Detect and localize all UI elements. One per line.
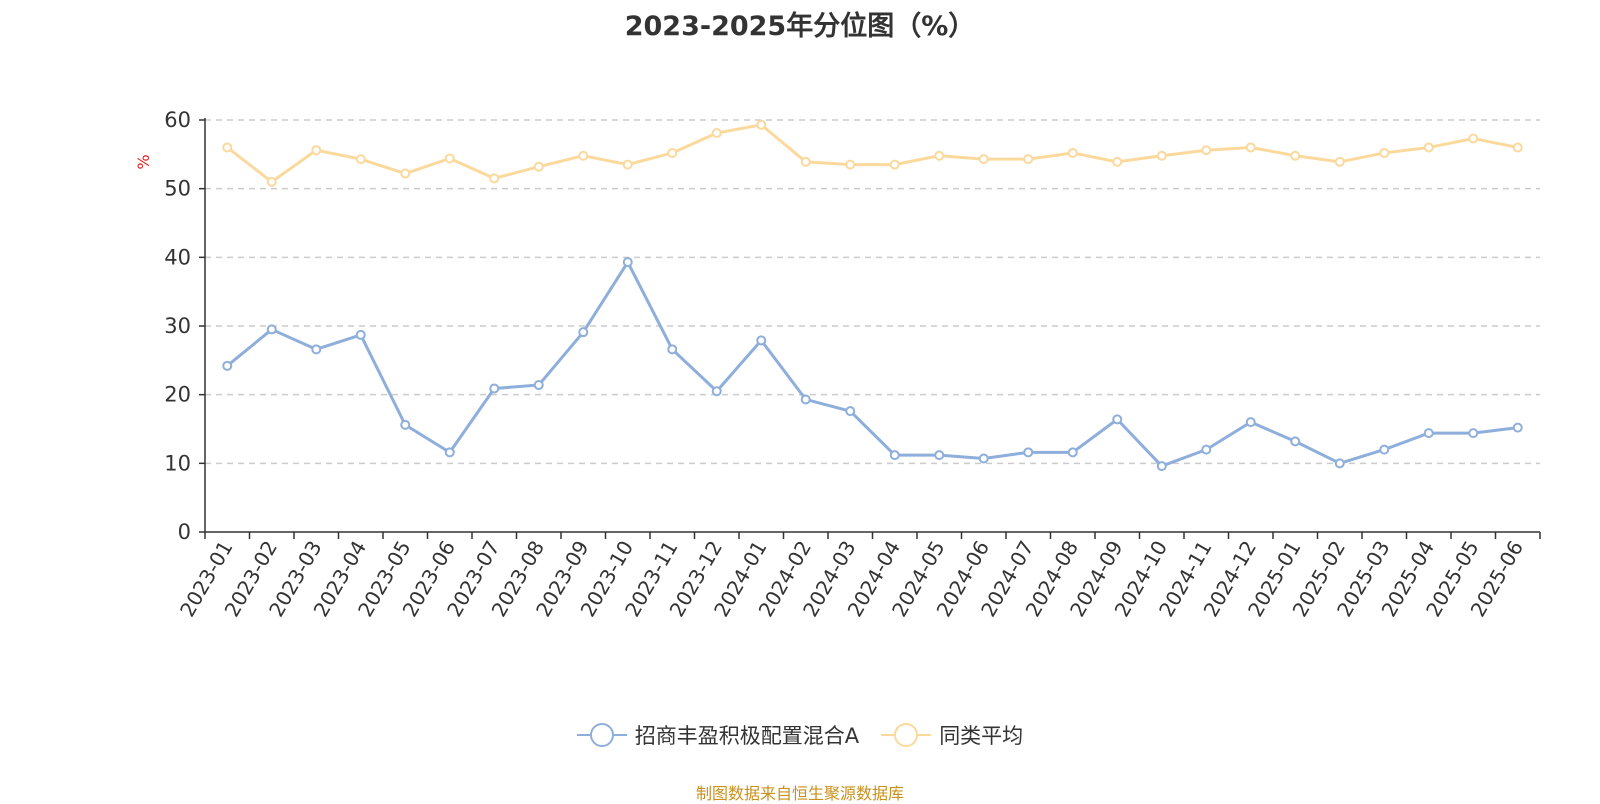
data-point-0 (756, 335, 767, 346)
data-point-0 (845, 406, 856, 417)
data-point-0 (1156, 461, 1167, 472)
data-point-0 (578, 327, 589, 338)
data-point-1 (1468, 133, 1479, 144)
data-point-0 (1423, 428, 1434, 439)
data-point-1 (311, 145, 322, 156)
data-point-1 (1245, 142, 1256, 153)
data-point-0 (1512, 422, 1523, 433)
data-point-1 (266, 176, 277, 187)
data-point-0 (667, 344, 678, 355)
data-point-1 (845, 159, 856, 170)
data-point-0 (1023, 447, 1034, 458)
data-point-1 (1112, 156, 1123, 167)
data-point-1 (800, 156, 811, 167)
y-tick-label: 10 (164, 451, 191, 475)
source-note: 制图数据来自恒生聚源数据库 (695, 784, 904, 803)
data-point-0 (934, 450, 945, 461)
data-point-0 (400, 419, 411, 430)
data-point-0 (1334, 458, 1345, 469)
y-tick-label: 0 (178, 520, 191, 544)
data-point-1 (756, 119, 767, 130)
data-point-1 (489, 173, 500, 184)
data-point-1 (711, 128, 722, 139)
data-point-1 (1156, 150, 1167, 161)
y-tick-label: 50 (164, 177, 191, 201)
data-point-1 (978, 154, 989, 165)
data-point-1 (1379, 147, 1390, 158)
y-axis-label: % (134, 154, 153, 169)
data-point-0 (311, 344, 322, 355)
series-line-0 (226, 260, 1518, 468)
data-point-0 (711, 386, 722, 397)
data-point-0 (1112, 414, 1123, 425)
data-point-0 (978, 453, 989, 464)
data-point-1 (667, 147, 678, 158)
data-point-1 (1067, 147, 1078, 158)
data-point-0 (355, 329, 366, 340)
data-point-1 (1201, 145, 1212, 156)
y-tick-label: 40 (164, 245, 191, 269)
legend-item-fund[interactable]: 招商丰盈积极配置混合A (576, 720, 860, 750)
legend-swatch-average (881, 723, 932, 747)
data-point-1 (355, 154, 366, 165)
data-point-1 (400, 168, 411, 179)
data-point-0 (222, 360, 233, 371)
data-point-0 (1468, 428, 1479, 439)
data-point-1 (1290, 150, 1301, 161)
y-tick-label: 60 (164, 108, 191, 132)
data-point-0 (444, 447, 455, 458)
data-point-1 (222, 142, 233, 153)
data-point-1 (578, 150, 589, 161)
data-point-1 (1423, 142, 1434, 153)
y-tick-label: 20 (164, 383, 191, 407)
data-point-0 (889, 450, 900, 461)
data-point-1 (1334, 156, 1345, 167)
data-point-1 (1023, 154, 1034, 165)
legend: 招商丰盈积极配置混合A 同类平均 (0, 720, 1600, 750)
chart-title: 2023-2025年分位图（%） (624, 11, 976, 42)
data-point-0 (622, 257, 633, 268)
data-point-1 (444, 153, 455, 164)
data-point-0 (800, 394, 811, 405)
legend-label-average: 同类平均 (939, 724, 1024, 748)
data-point-0 (1201, 444, 1212, 455)
y-tick-label: 30 (164, 314, 191, 338)
data-point-1 (934, 150, 945, 161)
data-point-0 (1290, 436, 1301, 447)
data-point-0 (1067, 447, 1078, 458)
data-point-1 (622, 159, 633, 170)
legend-label-fund: 招商丰盈积极配置混合A (634, 724, 860, 748)
data-point-0 (489, 383, 500, 394)
data-point-0 (266, 324, 277, 335)
data-point-1 (889, 159, 900, 170)
data-point-1 (1512, 142, 1523, 153)
legend-item-average[interactable]: 同类平均 (881, 720, 1023, 750)
series-line-1 (226, 123, 1519, 184)
data-point-0 (1245, 417, 1256, 428)
data-point-0 (1379, 444, 1390, 455)
line-chart: 0102030405060%2023-012023-022023-032023-… (134, 108, 1541, 621)
legend-swatch-fund (576, 723, 627, 747)
data-point-1 (533, 161, 544, 172)
data-point-0 (533, 380, 544, 391)
